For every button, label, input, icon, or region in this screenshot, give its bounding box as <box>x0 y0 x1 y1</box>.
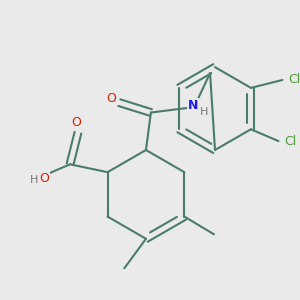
Text: O: O <box>40 172 49 184</box>
Text: O: O <box>71 116 81 129</box>
Text: N: N <box>188 99 199 112</box>
Text: O: O <box>106 92 116 105</box>
Text: H: H <box>30 175 39 185</box>
Text: Cl: Cl <box>288 74 300 86</box>
Text: Cl: Cl <box>284 135 296 148</box>
Text: H: H <box>200 106 208 116</box>
